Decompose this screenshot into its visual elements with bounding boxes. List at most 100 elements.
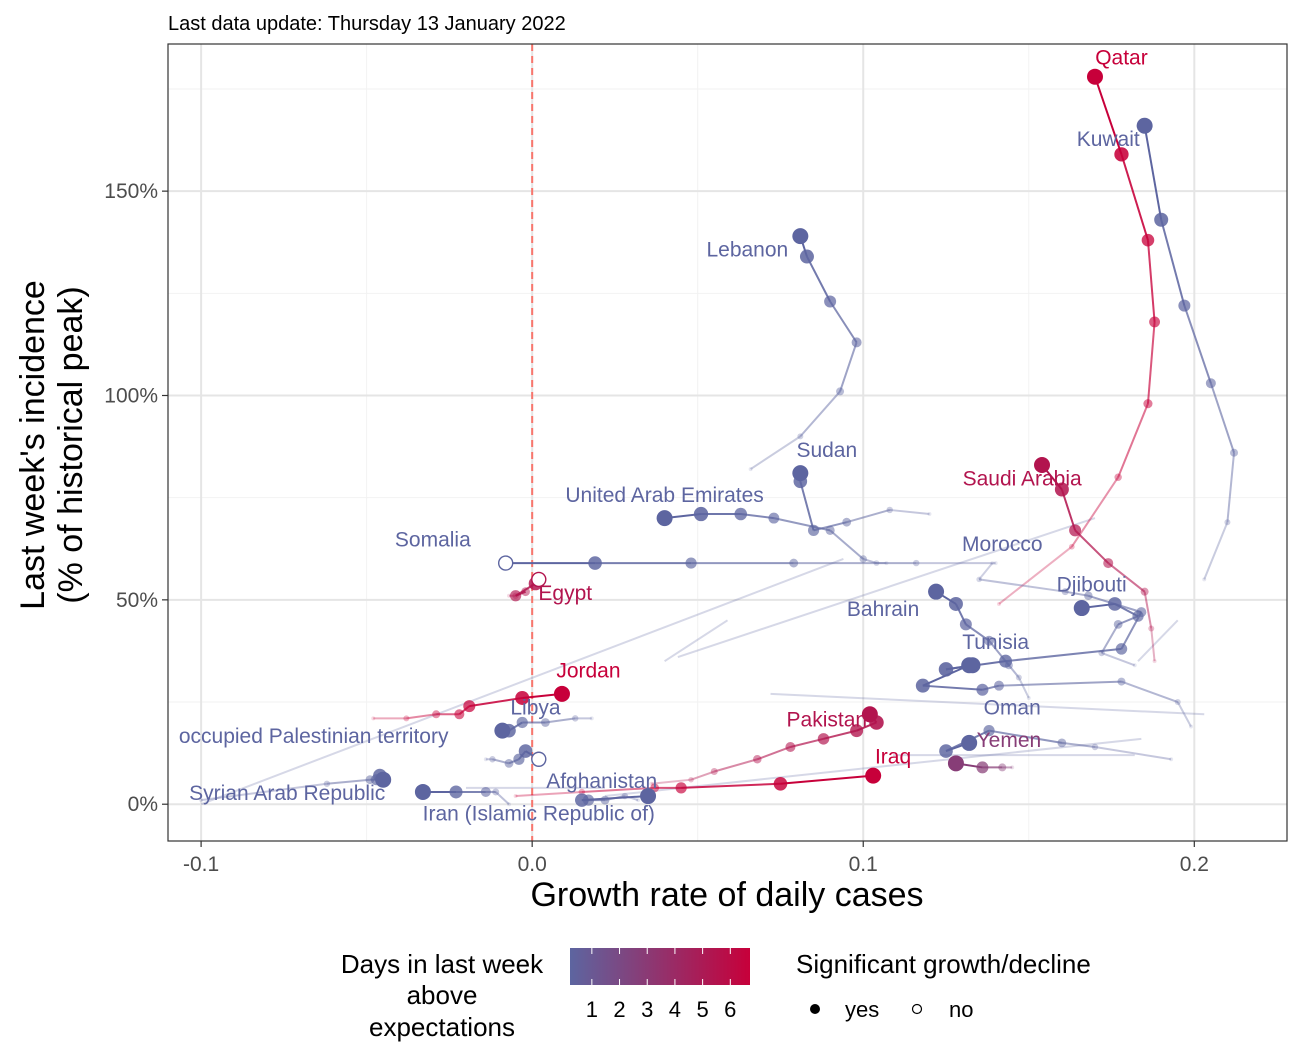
series-point bbox=[1068, 543, 1075, 550]
series-point bbox=[1103, 558, 1114, 569]
series-line-segment bbox=[1121, 680, 1179, 703]
series-line-segment bbox=[651, 778, 692, 785]
series-line-segment bbox=[846, 508, 890, 524]
series-line-segment bbox=[1203, 521, 1229, 580]
series-point bbox=[993, 680, 1004, 691]
y-tick-label: 50% bbox=[116, 589, 158, 612]
series-line-segment bbox=[1143, 125, 1163, 220]
series-line-segment bbox=[1008, 664, 1020, 679]
series-point bbox=[1132, 610, 1144, 622]
series-line-segment bbox=[799, 390, 841, 438]
series-line-segment bbox=[799, 481, 815, 531]
series-point bbox=[961, 734, 978, 751]
faint-trajectory-line bbox=[677, 517, 1096, 659]
series-point bbox=[865, 767, 882, 784]
color-legend-title-line1: Days in last week bbox=[341, 949, 544, 979]
series-point bbox=[531, 751, 547, 767]
series-point bbox=[588, 556, 602, 570]
series-line-segment bbox=[998, 680, 1122, 687]
series-point bbox=[489, 756, 496, 763]
series-line-segment bbox=[1146, 321, 1156, 404]
series-label: Somalia bbox=[395, 529, 471, 552]
series-point bbox=[915, 678, 930, 693]
series-point bbox=[976, 576, 982, 583]
series-point bbox=[685, 557, 697, 569]
y-axis-label-line1: Last week's incidence bbox=[14, 280, 52, 610]
series-line-segment bbox=[978, 578, 1066, 593]
series-point bbox=[850, 724, 864, 738]
series-point bbox=[753, 755, 762, 764]
series-label: occupied Palestinian territory bbox=[179, 725, 449, 748]
series-line-segment bbox=[922, 684, 983, 691]
series-point bbox=[541, 718, 550, 727]
series-line-segment bbox=[406, 713, 437, 720]
series-point bbox=[483, 757, 488, 762]
color-legend-tick-label: 3 bbox=[641, 997, 653, 1022]
series-label: Yemen bbox=[977, 729, 1042, 752]
series-line-segment bbox=[1101, 652, 1136, 667]
series-point bbox=[999, 654, 1013, 668]
series-point bbox=[449, 785, 463, 799]
y-tick-label: 150% bbox=[104, 180, 158, 203]
series-line-segment bbox=[545, 717, 576, 724]
series-point bbox=[799, 249, 814, 264]
series-point bbox=[463, 700, 476, 713]
series-label: Tunisia bbox=[962, 631, 1029, 654]
series-point bbox=[1073, 600, 1090, 617]
shape-legend-yes-key bbox=[810, 1004, 820, 1014]
series-point bbox=[884, 561, 889, 566]
series-point bbox=[927, 512, 932, 517]
series-line-segment bbox=[829, 300, 858, 343]
series-line-segment bbox=[1117, 403, 1149, 478]
shape-legend-no-key bbox=[911, 1003, 923, 1015]
series-point bbox=[928, 583, 945, 600]
series-point bbox=[1114, 473, 1122, 481]
series-point bbox=[1004, 661, 1013, 670]
series-point bbox=[1205, 378, 1216, 389]
series-point bbox=[1010, 765, 1015, 770]
series-line-segment bbox=[326, 778, 371, 785]
series-line-segment bbox=[1060, 489, 1077, 531]
series-point bbox=[1113, 619, 1123, 629]
color-legend-title-line2: above bbox=[407, 980, 478, 1010]
series-point bbox=[506, 593, 511, 598]
series-point bbox=[414, 783, 431, 800]
series-point bbox=[1026, 695, 1031, 700]
y-axis-label-line2: (% of historical peak) bbox=[52, 286, 90, 603]
series-point bbox=[371, 716, 376, 721]
panel-border bbox=[167, 43, 1288, 842]
series-point bbox=[492, 788, 500, 796]
series-point bbox=[1174, 699, 1181, 706]
color-legend-tick-label: 6 bbox=[724, 997, 736, 1022]
series-line-segment bbox=[1107, 562, 1146, 593]
x-tick-label: 0.0 bbox=[518, 853, 547, 876]
series-point bbox=[506, 802, 511, 807]
series-point bbox=[861, 706, 878, 723]
series-line-segment bbox=[713, 758, 758, 773]
series-line-segment bbox=[1017, 677, 1030, 699]
series-point bbox=[323, 780, 331, 787]
series-line-segment bbox=[889, 508, 930, 516]
series-line-segment bbox=[1120, 154, 1149, 241]
series-line-segment bbox=[492, 758, 510, 765]
series-point bbox=[589, 716, 594, 721]
color-legend-tick-label: 1 bbox=[586, 997, 598, 1022]
series-line-segment bbox=[1183, 305, 1212, 384]
series-line-segment bbox=[1074, 529, 1109, 564]
series-line-segment bbox=[495, 791, 510, 805]
series-line-segment bbox=[988, 729, 1063, 744]
series-label: Syrian Arab Republic bbox=[189, 782, 385, 805]
series-point bbox=[947, 755, 964, 772]
series-point bbox=[480, 786, 491, 797]
series-line-segment bbox=[978, 562, 994, 581]
shape-legend: Significant growth/decline yes no bbox=[796, 949, 1091, 1022]
series-point bbox=[497, 555, 514, 571]
series-line-segment bbox=[1160, 219, 1186, 306]
series-point bbox=[959, 618, 972, 631]
series-point bbox=[836, 387, 845, 396]
series-point bbox=[675, 782, 687, 794]
series-point bbox=[1054, 482, 1069, 497]
series-point bbox=[990, 561, 995, 566]
